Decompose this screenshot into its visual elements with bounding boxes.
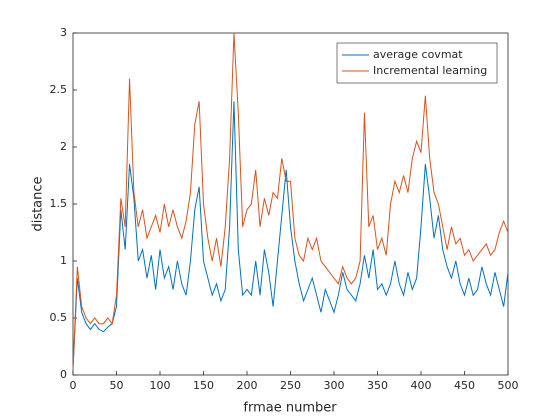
legend-label: average covmat bbox=[373, 48, 463, 61]
x-tick-label: 500 bbox=[498, 379, 519, 392]
series-line bbox=[72, 101, 509, 370]
x-tick-label: 50 bbox=[110, 379, 124, 392]
y-tick-label: 2 bbox=[60, 140, 67, 153]
y-tick-label: 0 bbox=[60, 368, 67, 381]
x-tick-label: 250 bbox=[280, 379, 301, 392]
y-tick-label: 1.5 bbox=[50, 197, 68, 210]
y-tick-label: 0.5 bbox=[50, 311, 68, 324]
y-tick-label: 3 bbox=[60, 26, 67, 39]
x-tick-label: 0 bbox=[70, 379, 77, 392]
x-axis-label: frmae number bbox=[243, 401, 337, 416]
y-axis-label: distance bbox=[31, 176, 46, 231]
x-tick-label: 200 bbox=[237, 379, 258, 392]
series-line bbox=[72, 32, 509, 370]
x-tick-label: 150 bbox=[193, 379, 214, 392]
x-tick-label: 300 bbox=[324, 379, 345, 392]
legend-box bbox=[336, 42, 498, 84]
y-tick-label: 2.5 bbox=[50, 83, 68, 96]
legend-label: Incremental learning bbox=[373, 64, 487, 77]
x-tick-label: 400 bbox=[411, 379, 432, 392]
y-tick-label: 1 bbox=[60, 254, 67, 267]
x-tick-label: 350 bbox=[367, 379, 388, 392]
x-tick-label: 450 bbox=[454, 379, 475, 392]
x-tick-label: 100 bbox=[150, 379, 171, 392]
axes-box bbox=[72, 32, 509, 376]
